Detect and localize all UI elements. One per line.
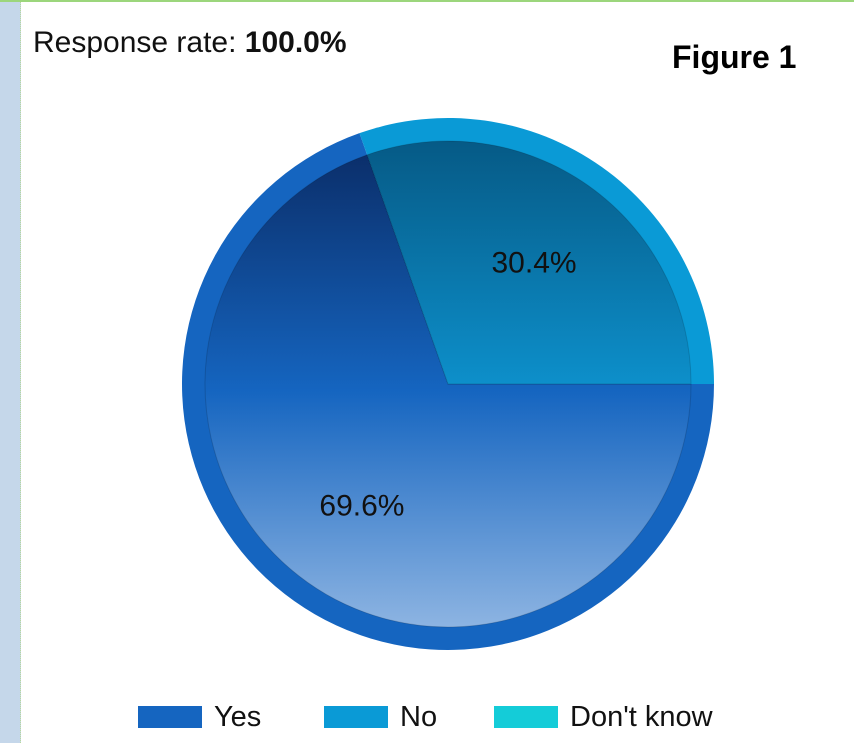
top-border [0,0,854,2]
figure-label: Figure 1 [672,39,797,75]
legend-swatch-don-t-know [494,706,558,728]
legend-label-yes: Yes [214,700,262,733]
response-rate-value: 100.0% [244,26,347,59]
legend-label-don-t-know: Don't know [570,700,713,733]
pie-label-no: 30.4% [491,246,576,279]
pie-slice-no [366,140,692,385]
legend-swatch-yes [138,706,202,728]
response-rate-label: Response rate: [33,26,237,59]
legend-swatch-no [324,706,388,728]
chart-legend: Yes No Don't know [0,697,854,737]
legend-item-yes: Yes [138,697,261,737]
pie-slice-yes [204,154,692,628]
response-rate: Response rate: 100.0% [33,26,347,60]
pie-label-yes: 69.6% [319,490,404,523]
legend-item-don-t-know: Don't know [494,697,713,737]
legend-label-no: No [400,700,438,733]
left-sidebar-strip [0,0,21,743]
legend-item-no: No [324,697,437,737]
